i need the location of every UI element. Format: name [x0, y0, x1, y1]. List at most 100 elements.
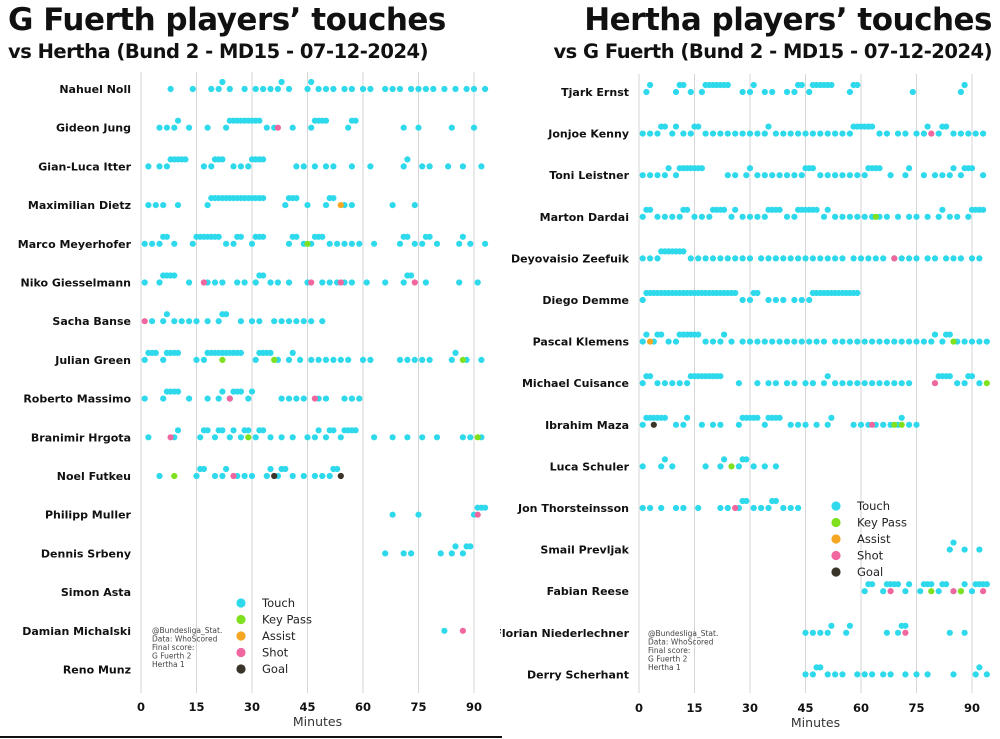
touch-point — [289, 472, 296, 480]
touch-point — [482, 240, 489, 247]
touch-point — [920, 172, 927, 179]
touch-point — [776, 206, 783, 213]
touch-point — [680, 130, 687, 137]
touch-point — [824, 255, 831, 262]
touch-point — [293, 318, 300, 325]
touch-point — [902, 172, 909, 179]
player-events — [639, 373, 990, 387]
touch-point — [861, 588, 868, 595]
touch-point — [735, 421, 742, 428]
shot-point — [459, 627, 466, 634]
touch-point — [746, 165, 754, 172]
touch-point — [156, 240, 163, 247]
touch-point — [308, 356, 315, 363]
touch-point — [197, 434, 204, 441]
touch-point — [724, 130, 731, 137]
touch-point — [809, 165, 816, 172]
touch-point — [883, 338, 890, 345]
touch-point — [160, 202, 167, 209]
player-label: Smail Prevljak — [540, 544, 629, 557]
touch-point — [319, 318, 326, 325]
touch-point — [315, 427, 322, 434]
touch-point — [684, 206, 691, 213]
touch-point — [304, 85, 311, 93]
touch-point — [263, 472, 270, 480]
touch-point — [193, 356, 200, 363]
touch-point — [219, 472, 226, 480]
touch-point — [732, 206, 739, 213]
touch-point — [906, 213, 913, 220]
touch-point — [813, 206, 820, 213]
touch-point — [950, 539, 957, 546]
touch-point — [746, 338, 754, 345]
touch-point — [839, 213, 846, 220]
touch-point — [654, 130, 661, 137]
touch-point — [174, 349, 182, 356]
touch-point — [832, 380, 839, 387]
touch-point — [400, 279, 407, 286]
touch-point — [452, 543, 459, 550]
touch-point — [817, 629, 824, 636]
touch-point — [326, 240, 333, 247]
touch-point — [297, 356, 304, 363]
touch-point — [396, 356, 404, 363]
touch-point — [787, 504, 794, 512]
legend-marker — [236, 598, 246, 608]
touch-point — [223, 124, 230, 131]
touch-point — [200, 465, 207, 473]
touch-point — [669, 213, 676, 220]
touch-point — [215, 318, 222, 325]
shot-point — [226, 395, 233, 402]
touch-point — [806, 338, 813, 345]
touch-point — [880, 255, 887, 262]
touch-point — [441, 85, 448, 93]
touch-point — [802, 130, 809, 137]
touch-point — [791, 213, 798, 220]
touch-point — [943, 123, 950, 130]
x-tick-label: 15 — [188, 700, 204, 714]
touch-point — [311, 434, 318, 441]
player-label: Reno Munz — [63, 664, 131, 677]
touch-point — [761, 213, 768, 220]
touch-point — [746, 213, 754, 220]
x-tick-label: 30 — [742, 701, 758, 715]
touch-point — [968, 373, 976, 380]
touch-point — [263, 124, 270, 131]
touch-point — [426, 233, 433, 240]
touch-point — [308, 124, 315, 131]
player-label: Branimir Hrgota — [31, 431, 131, 444]
touch-point — [961, 338, 968, 345]
touch-point — [241, 279, 248, 286]
player-label: Sacha Banse — [52, 315, 131, 328]
touch-point — [149, 240, 156, 247]
player-label: Simon Asta — [61, 586, 131, 599]
touch-point — [415, 85, 422, 93]
touch-point — [839, 338, 846, 345]
touch-point — [724, 172, 731, 179]
touch-point — [721, 206, 728, 213]
touch-point — [939, 172, 946, 179]
touch-point — [278, 78, 285, 86]
player-label: Damian Michalski — [22, 625, 131, 638]
touch-point — [285, 279, 293, 286]
touch-point — [717, 255, 724, 262]
touch-point — [654, 172, 661, 179]
touch-point — [404, 434, 411, 441]
touch-point — [728, 213, 735, 220]
touch-point — [204, 124, 211, 131]
touch-point — [976, 255, 983, 262]
touch-point — [772, 463, 779, 470]
touch-point — [293, 233, 300, 240]
touch-point — [141, 240, 148, 247]
player-events — [141, 233, 489, 247]
touch-point — [348, 202, 355, 209]
touch-point — [174, 202, 182, 209]
touch-point — [983, 671, 990, 678]
touch-point — [846, 338, 853, 345]
touch-point — [219, 78, 226, 86]
credit-line: Final score: — [152, 643, 194, 652]
touch-point — [408, 85, 415, 93]
touch-point — [850, 255, 857, 262]
touch-point — [389, 85, 396, 93]
touch-point — [211, 472, 219, 480]
